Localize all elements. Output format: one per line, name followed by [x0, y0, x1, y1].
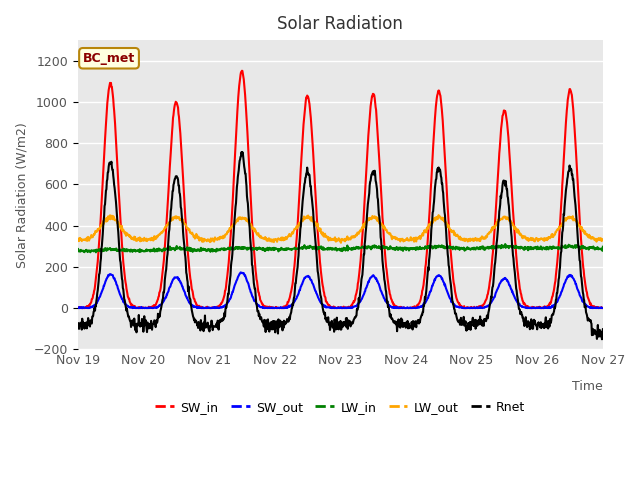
- LW_out: [540, 236, 547, 241]
- Line: Rnet: Rnet: [77, 152, 603, 339]
- SW_out: [74, 305, 81, 311]
- SW_in: [74, 305, 81, 311]
- SW_out: [484, 303, 492, 309]
- Y-axis label: Solar Radiation (W/m2): Solar Radiation (W/m2): [15, 122, 28, 267]
- LW_in: [92, 250, 100, 255]
- Rnet: [484, 315, 492, 321]
- Text: Time: Time: [572, 380, 603, 393]
- LW_out: [435, 212, 442, 218]
- LW_in: [156, 248, 164, 253]
- LW_out: [131, 234, 139, 240]
- LW_in: [74, 247, 81, 252]
- Rnet: [539, 324, 547, 330]
- SW_in: [238, 68, 246, 73]
- SW_in: [74, 305, 82, 311]
- Line: LW_out: LW_out: [77, 215, 603, 243]
- Rnet: [540, 324, 547, 329]
- LW_out: [599, 237, 607, 242]
- LW_out: [156, 232, 163, 238]
- Rnet: [599, 326, 607, 332]
- Rnet: [598, 336, 606, 342]
- LW_out: [540, 237, 547, 243]
- Legend: SW_in, SW_out, LW_in, LW_out, Rnet: SW_in, SW_out, LW_in, LW_out, Rnet: [150, 396, 531, 419]
- Rnet: [74, 322, 81, 327]
- Title: Solar Radiation: Solar Radiation: [277, 15, 403, 33]
- Line: LW_in: LW_in: [77, 244, 603, 252]
- SW_in: [156, 289, 164, 295]
- LW_out: [337, 240, 345, 246]
- SW_out: [394, 305, 401, 311]
- LW_in: [484, 244, 492, 250]
- SW_in: [394, 305, 402, 311]
- LW_in: [540, 245, 547, 251]
- SW_in: [132, 305, 140, 311]
- LW_in: [540, 244, 547, 250]
- LW_out: [74, 236, 81, 242]
- Rnet: [131, 327, 139, 333]
- LW_out: [484, 231, 492, 237]
- Text: BC_met: BC_met: [83, 52, 135, 65]
- Rnet: [239, 149, 246, 155]
- SW_out: [539, 305, 547, 311]
- SW_in: [599, 305, 607, 311]
- SW_out: [237, 270, 244, 276]
- Line: SW_out: SW_out: [77, 273, 603, 308]
- SW_in: [484, 288, 492, 294]
- LW_in: [599, 244, 607, 250]
- SW_out: [599, 305, 607, 311]
- SW_out: [131, 305, 139, 311]
- SW_out: [540, 305, 547, 311]
- LW_in: [501, 241, 509, 247]
- SW_out: [156, 302, 163, 308]
- SW_in: [540, 305, 547, 311]
- Rnet: [156, 313, 163, 319]
- Line: SW_in: SW_in: [77, 71, 603, 308]
- LW_in: [394, 247, 401, 252]
- LW_out: [394, 237, 401, 242]
- LW_in: [132, 249, 140, 254]
- Rnet: [394, 320, 401, 326]
- SW_in: [540, 305, 547, 311]
